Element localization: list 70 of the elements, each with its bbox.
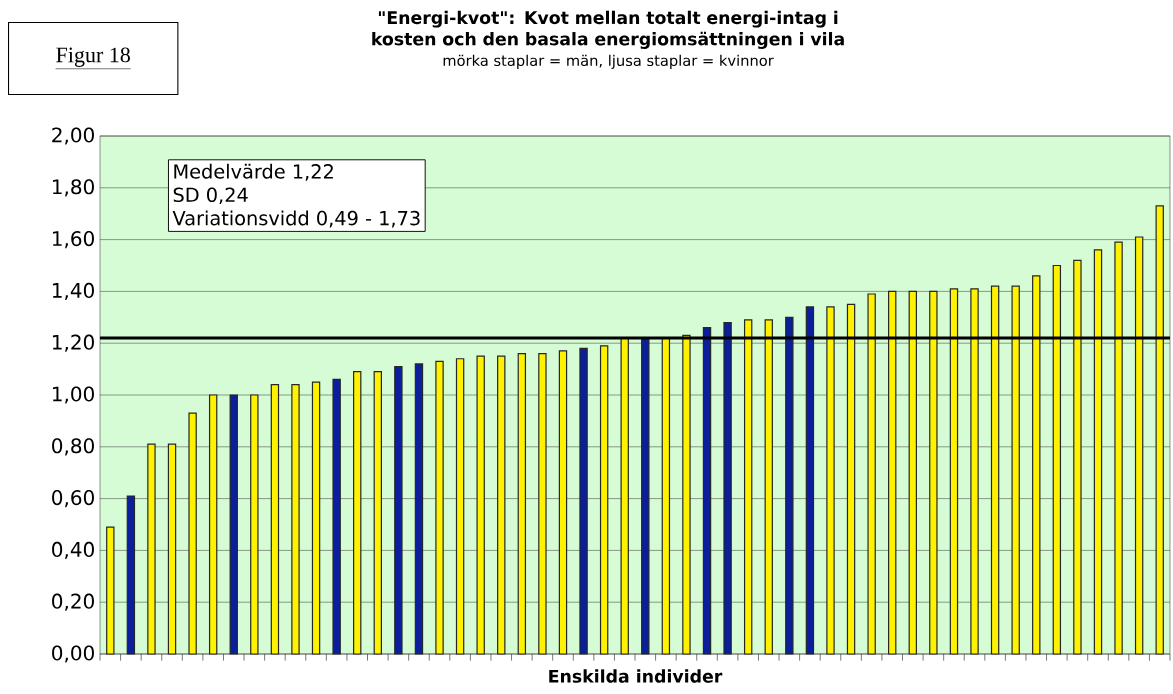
bar — [1032, 275, 1041, 655]
bar — [208, 394, 218, 655]
bar — [291, 384, 300, 655]
bar — [579, 347, 588, 655]
bar — [558, 350, 568, 655]
bar — [188, 412, 197, 655]
bar — [1052, 264, 1062, 655]
text: Figur 18 — [56, 47, 130, 67]
bar — [497, 355, 506, 655]
bar — [888, 290, 897, 655]
bar — [517, 352, 527, 655]
bar — [435, 360, 444, 655]
bar — [332, 378, 341, 655]
bar — [949, 288, 959, 655]
bar — [455, 358, 465, 655]
annotation: SD 0,24 — [173, 187, 248, 205]
y-tick-label: 0,60 — [52, 490, 94, 508]
bar — [641, 337, 650, 655]
bar — [702, 327, 712, 655]
y-tick-label: 1,40 — [52, 282, 94, 300]
bar — [373, 371, 382, 655]
bar — [270, 384, 280, 655]
bar — [682, 334, 691, 655]
bar — [394, 365, 403, 655]
y-tick-label: 1,20 — [52, 334, 94, 352]
bar — [1073, 259, 1082, 655]
bar — [785, 316, 794, 655]
bar — [867, 293, 876, 655]
y-tick-label: 1,80 — [52, 179, 94, 197]
bar — [661, 337, 671, 655]
bar — [476, 355, 485, 655]
bar — [723, 321, 732, 655]
bar — [1093, 249, 1103, 655]
bar — [126, 495, 136, 655]
bar — [764, 319, 773, 655]
bar — [929, 290, 938, 655]
bar — [908, 290, 917, 655]
bar — [414, 363, 424, 655]
bar — [805, 306, 815, 655]
bar — [846, 303, 856, 655]
bar — [106, 526, 115, 655]
annotation: Medelvärde 1,22 — [174, 163, 333, 181]
bar — [1134, 236, 1144, 655]
bar — [743, 319, 753, 655]
chart-title: "Energi-kvot": Kvot mellan totalt energi-intag i kosten och den basala energiomsättningen i vila — [372, 10, 844, 49]
bar — [599, 345, 609, 655]
annotation: Variationsvidd 0,49 - 1,73 — [172, 210, 420, 228]
bar — [167, 443, 177, 655]
bar — [147, 443, 156, 655]
bar — [990, 285, 1000, 655]
bar — [620, 337, 629, 655]
bar — [1114, 241, 1123, 655]
bar — [826, 306, 835, 655]
bar — [538, 352, 547, 655]
y-tick-label: 0,80 — [52, 438, 94, 456]
bar — [250, 394, 259, 655]
bar — [1011, 285, 1020, 655]
bar — [1155, 205, 1164, 655]
bar — [353, 371, 362, 655]
x-axis-title: Enskilda individer — [549, 669, 723, 683]
bar — [311, 381, 321, 655]
chart-subtitle: mörka staplar = män, ljusa staplar = kvinnor — [443, 54, 774, 69]
y-tick-label: 0,40 — [52, 541, 94, 559]
y-tick-label: 1,00 — [52, 386, 94, 404]
y-tick-label: 0,20 — [52, 593, 94, 611]
bar — [229, 394, 238, 655]
bar — [970, 288, 979, 655]
y-tick-label: 1,60 — [52, 231, 94, 249]
y-tick-label: 2,00 — [52, 127, 94, 145]
y-tick-label: 0,00 — [52, 645, 94, 663]
